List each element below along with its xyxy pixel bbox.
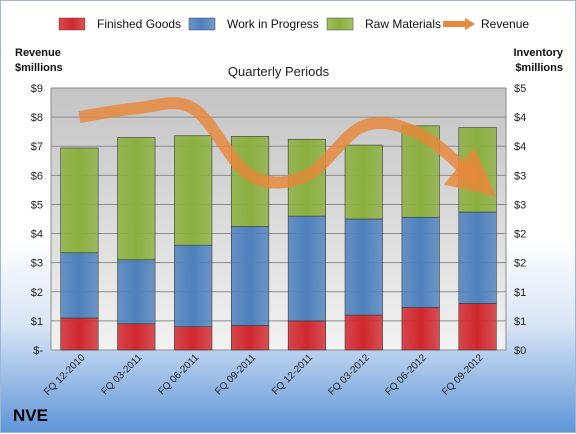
legend-swatch-work-in-progress [188,17,216,31]
y-tick-right: $3 [514,170,526,182]
bar-finished-goods [344,314,383,351]
y-tick-right: $4 [514,141,526,153]
y-label-right-line2: $millions [515,62,563,74]
bar-finished-goods [230,325,270,351]
legend-swatch-raw-materials [326,17,354,31]
y-tick-right: $0 [514,345,526,357]
y-tick-left: $6 [31,170,43,182]
legend-label-raw-materials: Raw Materials [365,17,441,31]
bar-raw-materials [344,144,383,220]
bar-finished-goods [401,307,440,351]
bar-work-in-progress [230,226,270,326]
bar-finished-goods [117,323,156,351]
legend-swatch-finished-goods [58,17,86,31]
legend-label-work-in-progress: Work in Progress [227,17,319,31]
bar-work-in-progress [458,211,497,304]
y-tick-right: $3 [514,199,526,211]
x-tick-label: FQ 12-2010 [42,352,88,398]
bar-finished-goods [458,303,497,351]
x-tick-label: FQ 12-2011 [270,352,315,397]
y-tick-right: $1 [514,287,526,299]
y-tick-left: $3 [31,258,43,270]
bar-work-in-progress [174,244,213,328]
y-tick-left: $2 [31,287,43,299]
legend-arrow-revenue [465,18,475,30]
y-tick-right: $2 [514,229,526,241]
y-tick-right: $5 [514,83,526,95]
x-tick-label: FQ 09-2012 [440,352,486,398]
x-tick-label: FQ 09-2011 [213,352,258,397]
bar-work-in-progress [344,218,383,316]
bar-finished-goods [174,326,213,351]
y-tick-left: $1 [31,316,43,328]
y-tick-left: $5 [31,199,43,211]
y-label-left-line1: Revenue [15,47,61,59]
company-name: NVE [13,406,48,425]
y-tick-left: $8 [31,112,43,124]
line-revenue [78,97,497,197]
y-tick-right: $1 [514,316,526,328]
y-label-left-line2: $millions [15,62,63,74]
y-tick-left: $4 [31,229,43,241]
bar-work-in-progress [287,215,327,322]
y-tick-right: $4 [514,112,526,124]
legend-label-finished-goods: Finished Goods [97,17,181,31]
bar-work-in-progress [401,216,440,308]
y-tick-left: $9 [31,83,43,95]
x-tick-label: FQ 06-2012 [383,352,429,398]
y-tick-left: $7 [31,141,43,153]
bar-raw-materials [60,147,99,254]
bar-raw-materials [174,135,213,246]
chart-title: Quarterly Periods [228,64,330,79]
y-label-right-line1: Inventory [513,47,563,59]
y-tick-left: $- [33,345,43,357]
x-tick-label: FQ 03-2012 [326,352,372,398]
bar-work-in-progress [117,259,156,325]
y-tick-right: $2 [514,258,526,270]
bar-finished-goods [60,317,99,351]
bar-raw-materials [117,137,156,261]
legend-label-revenue: Revenue [481,17,529,31]
x-tick-label: FQ 06-2011 [156,352,201,397]
bar-finished-goods [287,320,327,351]
x-tick-label: FQ 03-2011 [99,352,144,397]
bar-work-in-progress [60,252,99,319]
